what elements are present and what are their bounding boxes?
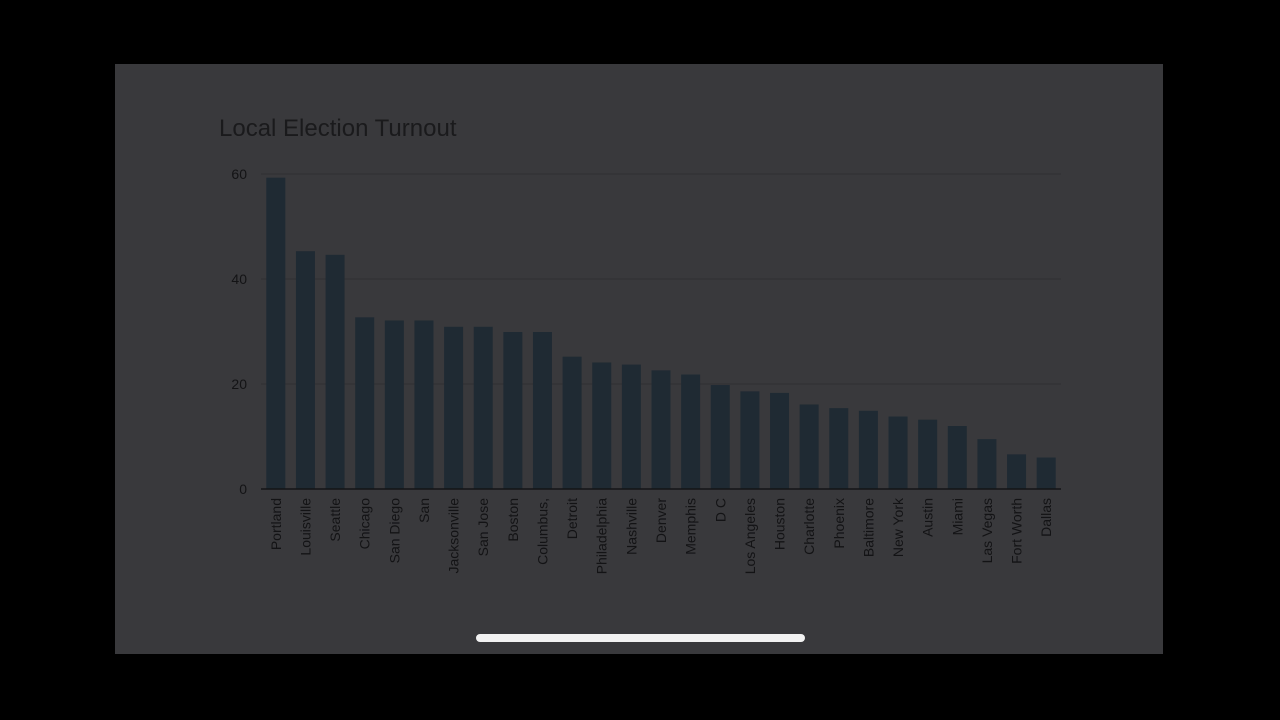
chart-title: Local Election Turnout [219,115,457,142]
bar [740,391,760,489]
bar [295,251,315,489]
x-tick-label: Philadelphia [594,498,610,574]
bar-chart: Local Election Turnout 0 20 40 60 Portland Lo… [219,115,1061,574]
x-tick-label: Baltimore [860,498,876,557]
bar [977,439,997,489]
x-tick-label: Las Vegas [979,498,995,563]
x-tick-label: Los Angeles [742,498,758,574]
x-tick-label: San Diego [386,498,402,564]
x-tick-label: Charlotte [801,498,817,555]
x-tick-label: San Jose [475,498,491,557]
x-tick-label: Louisville [297,498,313,556]
bar [562,356,582,489]
y-tick-label: 60 [231,166,247,182]
bar [829,408,849,489]
bar [947,426,967,489]
x-tick-label: Portland [268,498,284,550]
bar [592,362,612,489]
bar [651,370,671,489]
bar [799,404,819,489]
x-tick-label: Dallas [1038,498,1054,537]
bar [681,374,701,489]
x-tick-label: Chicago [357,498,373,550]
x-tick-label: Miami [949,498,965,535]
x-tick-label: Phoenix [831,498,847,549]
bar [710,385,730,489]
x-tick-label: Memphis [683,498,699,555]
slide: Local Election Turnout 0 20 40 60 Portland Lo… [115,64,1163,654]
home-indicator[interactable] [476,634,805,642]
bar [621,364,641,489]
bar [1007,454,1027,489]
x-tick-label: Fort Worth [1009,498,1025,564]
x-tick-label: Jacksonville [446,498,462,574]
bar [473,326,493,489]
y-tick-label: 40 [231,271,247,287]
x-tick-label: Austin [920,498,936,537]
bar [532,332,552,489]
bar [503,332,523,489]
y-tick-label: 20 [231,376,247,392]
bar [444,326,464,489]
bar [888,416,908,489]
x-tick-label: Columbus, [534,498,550,565]
x-tick-label: Seattle [327,498,343,542]
bar [858,410,878,489]
bar [325,254,345,489]
x-tick-label: Detroit [564,498,580,539]
x-tick-label: Boston [505,498,521,542]
x-tick-label: Nashville [623,498,639,555]
bar [384,320,404,489]
x-tick-label: D C [712,498,728,522]
bar [918,419,938,489]
bar [266,177,286,490]
bar [770,392,790,489]
bar [414,320,434,489]
x-tick-label: San [416,498,432,523]
bar [1036,457,1056,489]
x-tick-label: New York [890,497,906,557]
y-tick-label: 0 [239,481,247,497]
bar [355,317,375,489]
x-tick-label: Denver [653,498,669,543]
x-tick-label: Houston [772,498,788,550]
